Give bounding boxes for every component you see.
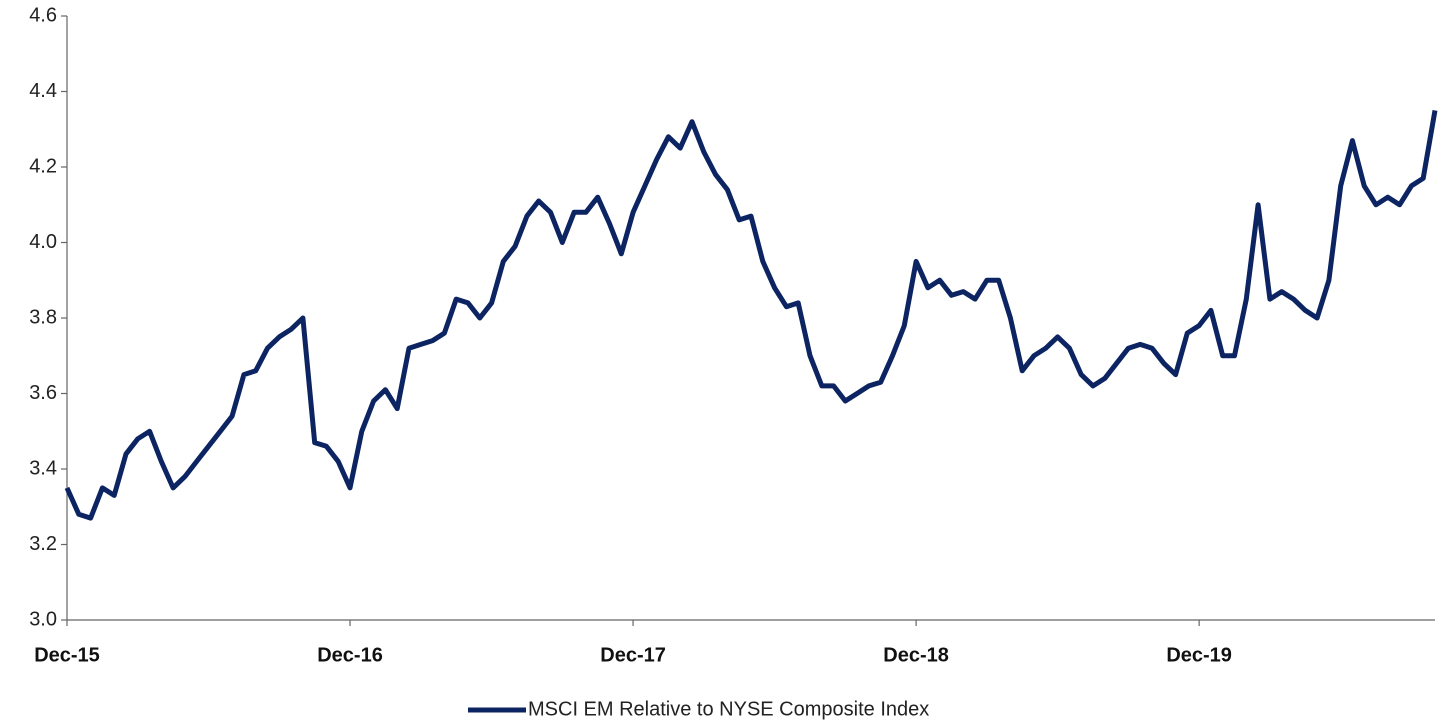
y-tick-label: 3.6 — [29, 382, 57, 404]
y-tick-label: 4.0 — [29, 231, 57, 253]
data-line — [64, 109, 1438, 521]
x-tick-label: Dec-15 — [34, 644, 100, 666]
y-tick-label: 3.4 — [29, 457, 57, 479]
y-tick-label: 3.2 — [29, 533, 57, 555]
x-tick-label: Dec-18 — [883, 644, 949, 666]
y-tick-label: 4.6 — [29, 4, 57, 26]
y-tick-label: 3.8 — [29, 306, 57, 328]
x-tick-label: Dec-17 — [600, 644, 666, 666]
x-tick-label: Dec-19 — [1166, 644, 1232, 666]
y-tick-label: 4.4 — [29, 80, 57, 102]
y-tick-label: 3.0 — [29, 608, 57, 630]
y-tick-label: 4.2 — [29, 155, 57, 177]
x-tick-label: Dec-16 — [317, 644, 383, 666]
legend-label: MSCI EM Relative to NYSE Composite Index — [528, 698, 929, 720]
